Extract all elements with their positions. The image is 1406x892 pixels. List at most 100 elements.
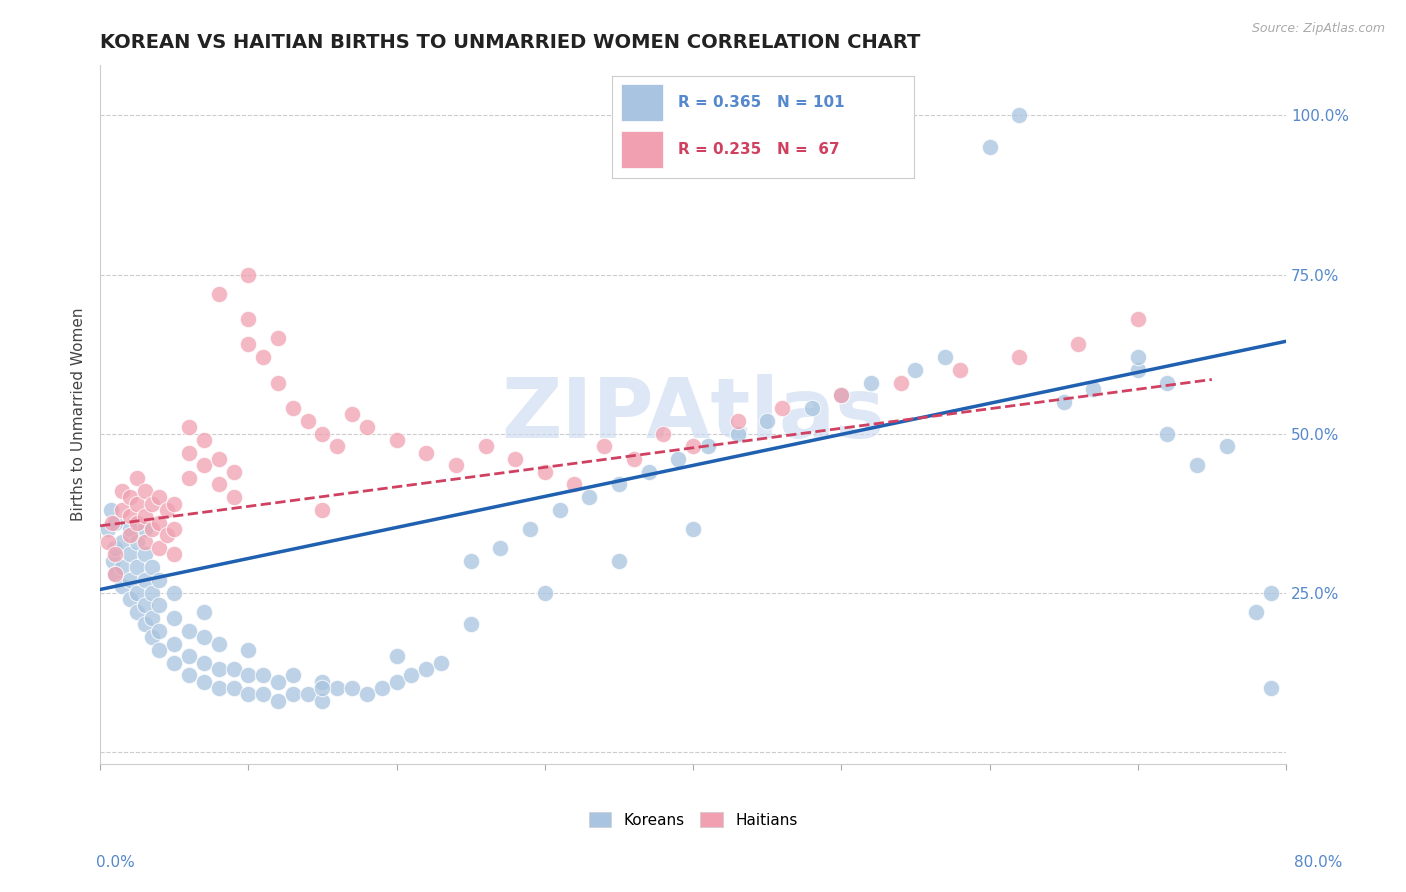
Point — [623, 452, 645, 467]
Text: 0.0%: 0.0% — [96, 855, 135, 870]
Point — [134, 599, 156, 613]
Point — [177, 420, 200, 434]
Point — [148, 573, 170, 587]
Text: Source: ZipAtlas.com: Source: ZipAtlas.com — [1251, 22, 1385, 36]
Point — [127, 471, 149, 485]
Point — [444, 458, 467, 473]
Point — [134, 509, 156, 524]
Point — [118, 528, 141, 542]
Point — [1246, 605, 1268, 619]
Point — [267, 331, 290, 345]
Point — [297, 688, 319, 702]
Point — [141, 585, 163, 599]
Point — [148, 516, 170, 530]
Point — [267, 674, 290, 689]
Point — [1215, 439, 1237, 453]
Point — [148, 643, 170, 657]
Point — [489, 541, 512, 555]
Point — [1008, 108, 1031, 122]
Point — [163, 637, 186, 651]
Point — [564, 477, 586, 491]
Point — [127, 585, 149, 599]
Point — [1260, 585, 1282, 599]
Point — [727, 426, 749, 441]
Point — [222, 681, 245, 695]
Point — [934, 350, 956, 364]
Point — [222, 490, 245, 504]
Point — [238, 643, 260, 657]
Point — [696, 439, 718, 453]
Point — [1008, 350, 1031, 364]
Text: R = 0.235   N =  67: R = 0.235 N = 67 — [678, 142, 839, 157]
Point — [118, 509, 141, 524]
Point — [533, 465, 555, 479]
Point — [193, 458, 215, 473]
Point — [148, 599, 170, 613]
Point — [177, 471, 200, 485]
Point — [652, 426, 675, 441]
Point — [118, 490, 141, 504]
Point — [222, 662, 245, 676]
Point — [101, 516, 124, 530]
Point — [163, 656, 186, 670]
Point — [770, 401, 793, 416]
Point — [267, 694, 290, 708]
Point — [100, 503, 122, 517]
Point — [238, 268, 260, 282]
Point — [163, 522, 186, 536]
Point — [134, 534, 156, 549]
Point — [141, 560, 163, 574]
Point — [127, 560, 149, 574]
Point — [148, 541, 170, 555]
Point — [311, 426, 333, 441]
Point — [385, 433, 408, 447]
Point — [415, 662, 437, 676]
Y-axis label: Births to Unmarried Women: Births to Unmarried Women — [72, 308, 86, 521]
Point — [356, 420, 378, 434]
Text: KOREAN VS HAITIAN BIRTHS TO UNMARRIED WOMEN CORRELATION CHART: KOREAN VS HAITIAN BIRTHS TO UNMARRIED WO… — [100, 33, 921, 52]
Point — [756, 414, 779, 428]
Point — [141, 522, 163, 536]
Point — [111, 534, 134, 549]
Point — [607, 554, 630, 568]
Point — [208, 662, 231, 676]
Point — [156, 503, 179, 517]
Point — [252, 668, 274, 682]
Point — [134, 483, 156, 498]
Point — [104, 516, 127, 530]
Point — [326, 681, 349, 695]
Point — [208, 452, 231, 467]
Point — [385, 674, 408, 689]
Point — [682, 522, 704, 536]
Point — [430, 656, 453, 670]
Point — [118, 592, 141, 607]
Point — [578, 490, 600, 504]
Point — [326, 439, 349, 453]
Point — [104, 548, 127, 562]
Point — [460, 617, 482, 632]
Point — [177, 668, 200, 682]
Point — [297, 414, 319, 428]
Point — [1126, 350, 1149, 364]
Point — [371, 681, 394, 695]
Point — [141, 630, 163, 644]
Point — [356, 688, 378, 702]
Point — [208, 681, 231, 695]
Point — [111, 503, 134, 517]
Point — [193, 630, 215, 644]
Point — [252, 688, 274, 702]
Point — [193, 656, 215, 670]
Point — [177, 649, 200, 664]
Point — [281, 401, 304, 416]
Point — [96, 522, 118, 536]
Point — [96, 534, 118, 549]
Point — [1156, 426, 1178, 441]
Text: R = 0.365   N = 101: R = 0.365 N = 101 — [678, 95, 845, 110]
Point — [134, 548, 156, 562]
Point — [593, 439, 616, 453]
Point — [141, 497, 163, 511]
Point — [385, 649, 408, 664]
Point — [637, 465, 659, 479]
Point — [208, 637, 231, 651]
Point — [118, 522, 141, 536]
